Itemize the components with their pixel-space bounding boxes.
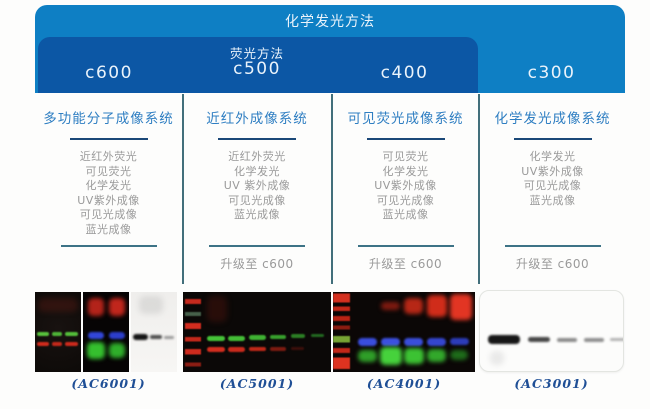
model-header-c400: c400 bbox=[380, 63, 429, 83]
column-c500: 近红外成像系统 近红外荧光 化学发光 UV 紫外成像 可见光成像 蓝光成像 升级… bbox=[184, 94, 330, 292]
feature-item: 可见荧光 bbox=[85, 164, 132, 178]
section-divider bbox=[60, 245, 157, 247]
blot-image-c600-chemi bbox=[131, 292, 177, 372]
marker-ladder bbox=[185, 292, 201, 372]
system-title: 可见荧光成像系统 bbox=[347, 111, 464, 127]
feature-item: UV紫外成像 bbox=[374, 179, 437, 192]
blot-image-c300 bbox=[479, 290, 624, 372]
chemiluminescence-banner-label: 化学发光方法 bbox=[285, 14, 375, 30]
column-divider bbox=[331, 94, 333, 284]
section-divider bbox=[357, 245, 454, 247]
section-divider bbox=[504, 245, 601, 247]
blot-image-c400 bbox=[333, 292, 475, 372]
title-underline bbox=[69, 138, 148, 140]
feature-item: 近红外荧光 bbox=[228, 150, 286, 163]
feature-item: 蓝光成像 bbox=[234, 208, 280, 221]
column-divider bbox=[478, 94, 480, 284]
column-c300: 化学发光成像系统 化学发光 UV紫外成像 可见光成像 蓝光成像 升级至 c600 bbox=[480, 94, 625, 292]
marker-ladder bbox=[333, 292, 350, 372]
feature-item: 近红外荧光 bbox=[79, 150, 138, 163]
feature-item: 可见光成像 bbox=[376, 193, 435, 207]
column-divider bbox=[182, 94, 184, 284]
blot-caption-c400: (AC4001) bbox=[366, 376, 442, 391]
system-title: 多功能分子成像系统 bbox=[43, 111, 174, 127]
section-divider bbox=[209, 245, 305, 247]
model-header-c500: c500 bbox=[233, 59, 281, 79]
fluorescence-banner bbox=[38, 37, 478, 93]
blot-caption-c600: (AC6001) bbox=[71, 376, 146, 391]
blot-caption-c300: (AC3001) bbox=[514, 376, 589, 391]
feature-item: 可见光成像 bbox=[523, 179, 582, 192]
fluorescence-banner-label: 荧光方法 bbox=[229, 46, 284, 61]
column-c600: 多功能分子成像系统 近红外荧光 可见荧光 化学发光 UV紫外成像 可见光成像 蓝… bbox=[35, 94, 182, 292]
upgrade-label: 升级至 c600 bbox=[368, 257, 443, 271]
feature-item: UV 紫外成像 bbox=[223, 179, 291, 192]
feature-item: 蓝光成像 bbox=[85, 222, 132, 236]
title-underline bbox=[513, 138, 592, 140]
model-header-c300: c300 bbox=[527, 63, 576, 83]
blot-image-c600-rgb bbox=[83, 292, 129, 372]
feature-item: 可见光成像 bbox=[228, 193, 286, 207]
title-underline bbox=[366, 138, 445, 140]
feature-item: 化学发光 bbox=[382, 164, 429, 178]
title-underline bbox=[218, 138, 296, 140]
feature-item: UV紫外成像 bbox=[521, 164, 584, 178]
blot-caption-c500: (AC5001) bbox=[219, 376, 295, 391]
feature-item: 可见荧光 bbox=[382, 150, 429, 163]
feature-item: 化学发光 bbox=[234, 164, 280, 178]
blot-image-c500 bbox=[183, 292, 331, 372]
feature-item: 化学发光 bbox=[529, 150, 576, 163]
blot-image-c600-multiplex bbox=[35, 292, 81, 372]
feature-item: 蓝光成像 bbox=[529, 193, 576, 207]
model-header-c600: c600 bbox=[85, 63, 133, 83]
upgrade-label: 升级至 c600 bbox=[515, 257, 590, 271]
column-c400: 可见荧光成像系统 可见荧光 化学发光 UV紫外成像 可见光成像 蓝光成像 升级至… bbox=[333, 94, 478, 292]
feature-item: 可见光成像 bbox=[79, 208, 138, 221]
feature-item: UV紫外成像 bbox=[77, 193, 140, 207]
upgrade-label: 升级至 c600 bbox=[220, 257, 294, 271]
feature-item: 化学发光 bbox=[85, 179, 132, 192]
system-title: 化学发光成像系统 bbox=[494, 111, 611, 127]
feature-item: 蓝光成像 bbox=[382, 208, 429, 221]
system-title: 近红外成像系统 bbox=[206, 111, 308, 127]
